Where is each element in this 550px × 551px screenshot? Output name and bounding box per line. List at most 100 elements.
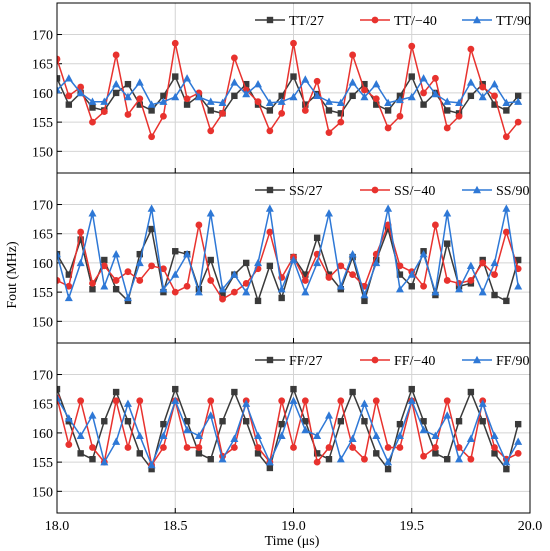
data-point — [478, 287, 487, 296]
data-point — [491, 291, 498, 299]
data-point — [57, 249, 61, 258]
data-point — [136, 101, 143, 108]
data-point — [455, 285, 464, 293]
data-point — [432, 74, 439, 82]
data-point — [444, 456, 451, 463]
data-point — [336, 282, 345, 290]
data-point — [361, 80, 368, 88]
data-point — [313, 450, 321, 457]
data-point — [136, 277, 144, 284]
data-point — [88, 97, 97, 105]
data-point — [432, 221, 439, 229]
data-point — [348, 434, 357, 442]
data-point — [183, 282, 191, 290]
data-point — [277, 97, 286, 105]
data-point — [112, 437, 121, 445]
data-point — [206, 209, 215, 217]
data-point — [443, 124, 451, 132]
data-point — [360, 92, 369, 101]
data-point — [479, 259, 487, 267]
legend-label: FF/27 — [289, 354, 322, 369]
data-point — [57, 75, 61, 82]
data-point — [384, 465, 392, 473]
data-point — [349, 388, 356, 396]
data-point — [467, 92, 475, 100]
data-point — [407, 270, 416, 278]
data-point — [159, 97, 168, 105]
data-point — [384, 204, 393, 212]
data-point — [361, 297, 368, 305]
data-point — [230, 54, 238, 62]
data-point — [455, 455, 464, 463]
data-point — [419, 425, 428, 434]
data-point — [65, 271, 73, 278]
series-SS/90 — [57, 204, 523, 302]
data-point — [349, 92, 356, 100]
y-tick-label: 165 — [32, 58, 53, 73]
data-point — [136, 450, 143, 457]
data-point — [420, 282, 427, 290]
data-point — [243, 259, 250, 267]
series-SS/−40 — [57, 221, 522, 303]
data-point — [243, 418, 250, 425]
data-point — [444, 240, 451, 247]
data-point — [89, 456, 96, 463]
data-point — [360, 399, 369, 407]
data-point — [325, 456, 333, 463]
data-point — [254, 444, 262, 451]
data-point — [384, 457, 393, 466]
data-point — [372, 397, 380, 405]
legend-label: SS/−40 — [394, 184, 435, 199]
data-point — [478, 92, 487, 101]
data-point — [420, 418, 427, 425]
data-point — [147, 204, 156, 212]
data-point — [231, 388, 238, 396]
y-tick-label: 155 — [32, 456, 53, 471]
data-point — [395, 95, 404, 104]
data-point — [159, 431, 168, 440]
data-point — [76, 258, 85, 267]
data-point — [242, 279, 250, 287]
data-point — [77, 83, 85, 91]
data-point — [218, 455, 227, 463]
data-point — [443, 277, 451, 284]
data-point — [467, 277, 475, 284]
data-point — [384, 444, 392, 451]
data-point — [265, 98, 274, 107]
data-point — [408, 42, 416, 50]
data-point — [337, 110, 344, 117]
data-point — [278, 109, 286, 117]
data-point — [466, 434, 475, 442]
data-point — [89, 104, 96, 111]
data-point — [254, 258, 263, 267]
data-point — [443, 397, 451, 405]
data-point — [503, 107, 510, 114]
data-point — [324, 411, 333, 419]
data-point — [218, 285, 227, 293]
legend-marker — [266, 16, 274, 24]
data-point — [147, 100, 156, 108]
data-point — [57, 393, 61, 402]
data-point — [148, 225, 155, 233]
legend: FF/27 FF/−40 FF/90 — [255, 354, 529, 369]
data-point — [337, 397, 345, 405]
data-point — [124, 444, 132, 451]
data-point — [336, 98, 345, 107]
data-point — [266, 228, 274, 236]
data-point — [289, 255, 298, 264]
data-point — [502, 228, 510, 236]
legend-label: TT/−40 — [394, 14, 437, 29]
data-point — [112, 286, 120, 293]
data-point — [147, 460, 156, 469]
data-point — [76, 88, 85, 97]
data-point — [112, 89, 120, 97]
data-point — [171, 396, 180, 404]
data-point — [337, 118, 345, 126]
data-point — [230, 78, 239, 86]
data-point — [419, 249, 428, 258]
data-point — [124, 268, 132, 276]
data-point — [502, 133, 510, 141]
data-point — [195, 450, 203, 457]
data-point — [313, 77, 321, 85]
data-point — [301, 75, 310, 83]
